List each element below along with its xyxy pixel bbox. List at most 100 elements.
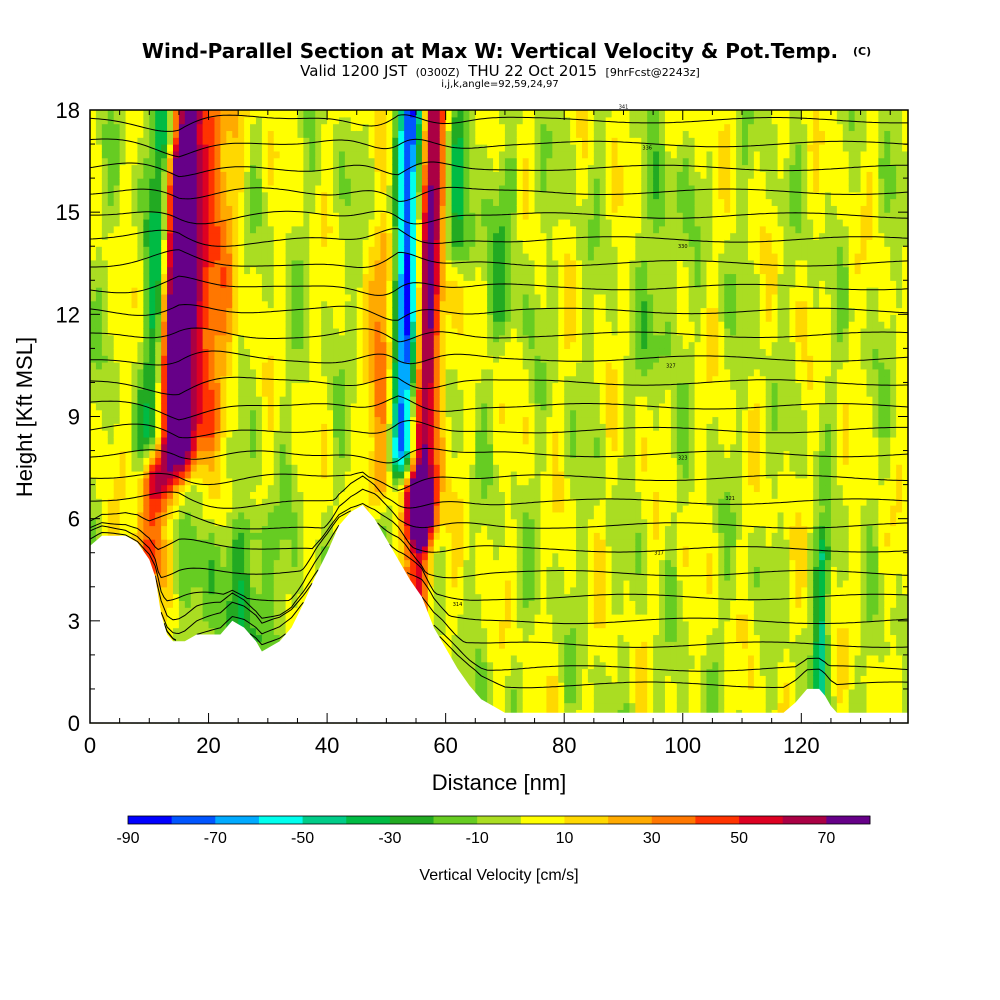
velocity-cell (101, 218, 109, 227)
velocity-cell (178, 171, 186, 179)
velocity-cell (267, 253, 275, 261)
velocity-cell (137, 362, 144, 370)
velocity-cell (184, 518, 192, 527)
velocity-cell (315, 389, 322, 397)
velocity-cell (344, 293, 352, 302)
velocity-cell (220, 273, 227, 281)
velocity-cell (368, 348, 376, 356)
velocity-cell (196, 198, 204, 206)
velocity-cell (161, 491, 168, 499)
velocity-cell (309, 511, 316, 520)
velocity-cell (327, 505, 334, 513)
velocity-cell (178, 164, 186, 172)
velocity-cell (315, 375, 322, 384)
velocity-cell (404, 144, 411, 152)
velocity-cell (190, 368, 198, 377)
velocity-cell (95, 130, 103, 138)
velocity-cell (356, 191, 364, 200)
velocity-cell (101, 321, 109, 329)
velocity-cell (119, 307, 127, 315)
velocity-cell (303, 464, 310, 472)
velocity-cell (178, 293, 186, 302)
velocity-cell (285, 287, 293, 295)
velocity-cell (374, 382, 382, 390)
velocity-cell (273, 348, 281, 356)
velocity-cell (244, 232, 251, 241)
velocity-cell (161, 402, 168, 411)
velocity-cell (279, 212, 287, 220)
velocity-cell (167, 191, 174, 200)
velocity-cell (149, 430, 156, 438)
velocity-cell (149, 450, 156, 458)
velocity-cell (374, 307, 382, 315)
velocity-cell (255, 375, 263, 384)
velocity-cell (338, 191, 346, 200)
velocity-cell (344, 123, 352, 132)
velocity-cell (238, 389, 245, 397)
velocity-cell (155, 123, 162, 132)
velocity-cell (137, 212, 144, 220)
velocity-cell (220, 116, 227, 125)
velocity-cell (368, 191, 376, 200)
velocity-cell (267, 150, 275, 159)
velocity-cell (338, 171, 346, 179)
velocity-cell (309, 137, 316, 145)
velocity-cell (161, 348, 168, 356)
velocity-cell (208, 362, 216, 370)
velocity-cell (338, 457, 346, 465)
velocity-cell (279, 518, 287, 527)
velocity-cell (380, 184, 387, 193)
velocity-cell (327, 144, 334, 152)
velocity-cell (303, 477, 310, 486)
velocity-cell (386, 525, 393, 533)
velocity-cell (267, 164, 275, 172)
velocity-cell (398, 198, 405, 206)
velocity-cell (297, 532, 304, 540)
velocity-cell (113, 191, 121, 200)
velocity-cell (255, 341, 263, 349)
velocity-cell (297, 253, 304, 261)
velocity-cell (267, 368, 275, 377)
velocity-cell (386, 511, 393, 520)
velocity-cell (202, 566, 210, 574)
velocity-cell (196, 321, 204, 329)
velocity-cell (297, 287, 304, 295)
velocity-cell (238, 300, 245, 309)
velocity-cell (291, 436, 299, 445)
velocity-cell (315, 205, 322, 213)
velocity-cell (190, 402, 198, 411)
velocity-cell (250, 266, 257, 275)
velocity-cell (356, 314, 364, 322)
velocity-cell (184, 184, 192, 193)
velocity-cell (131, 375, 139, 384)
velocity-cell (386, 368, 393, 377)
velocity-cell (131, 273, 139, 281)
velocity-cell (232, 184, 239, 193)
velocity-cell (362, 239, 370, 247)
velocity-cell (255, 600, 263, 608)
velocity-cell (356, 266, 364, 275)
velocity-cell (255, 259, 263, 268)
velocity-cell (386, 450, 393, 458)
velocity-cell (172, 225, 180, 234)
velocity-cell (202, 593, 210, 601)
velocity-cell (338, 137, 346, 145)
velocity-cell (255, 552, 263, 561)
velocity-cell (333, 450, 340, 458)
velocity-cell (356, 171, 364, 179)
velocity-cell (220, 532, 227, 540)
velocity-cell (380, 321, 387, 329)
velocity-cell (374, 137, 382, 145)
velocity-cell (161, 218, 168, 227)
velocity-cell (143, 334, 150, 343)
velocity-cell (95, 423, 103, 431)
velocity-cell (238, 559, 245, 567)
velocity-cell (137, 389, 144, 397)
velocity-cell (362, 389, 370, 397)
velocity-cell (374, 287, 382, 295)
velocity-cell (178, 321, 186, 329)
velocity-cell (309, 402, 316, 411)
velocity-cell (338, 416, 346, 424)
velocity-cell (362, 191, 370, 200)
velocity-cell (113, 225, 121, 234)
